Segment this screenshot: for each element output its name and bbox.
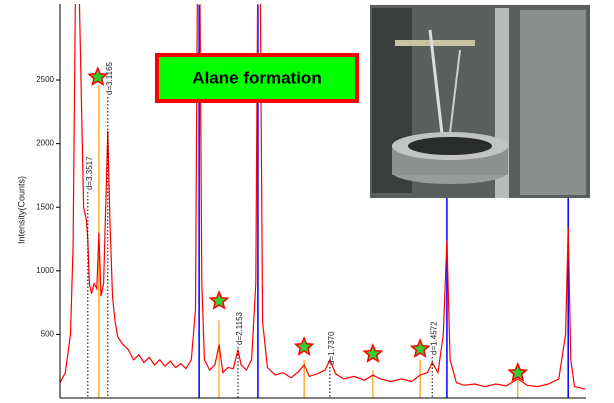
phase-star (509, 364, 526, 380)
y-tick-label: 500 (41, 330, 55, 339)
y-tick-label: 1500 (36, 202, 54, 211)
y-axis-label: Intensity(Counts) (16, 176, 26, 244)
d-spacing-label: d=3.1165 (105, 61, 114, 95)
d-spacing-label: d=1.4572 (429, 321, 438, 355)
y-tick-label: 1000 (36, 266, 54, 275)
phase-star (364, 345, 381, 361)
chart-title: Alane formation (192, 68, 321, 87)
y-tick-label: 2000 (36, 139, 54, 148)
d-spacing-label: d=3.3517 (85, 156, 94, 190)
d-spacing-label: d=1.7370 (327, 331, 336, 365)
phase-star (296, 338, 313, 354)
phase-star (211, 292, 228, 308)
d-spacing-label: d=2.1153 (235, 311, 244, 345)
phase-star (412, 340, 429, 356)
photo-inset (370, 5, 590, 198)
phase-star (89, 68, 106, 84)
y-tick-label: 2500 (36, 75, 54, 84)
chart: Intensity(Counts) Alane formation 500 100… (0, 0, 614, 403)
